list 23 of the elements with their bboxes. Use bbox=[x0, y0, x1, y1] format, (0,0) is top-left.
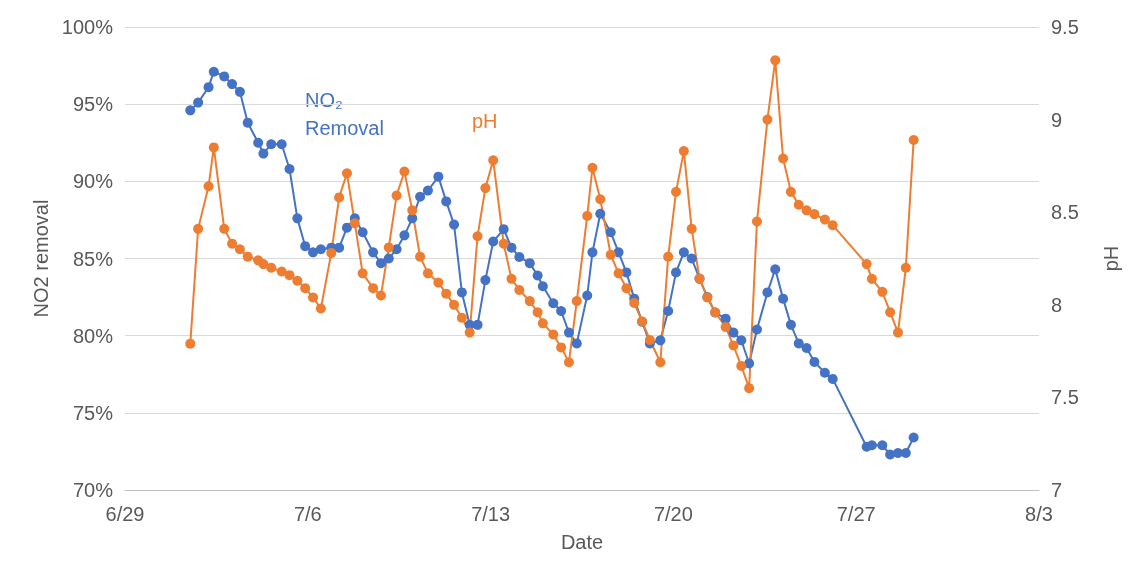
y-tick-label: 75% bbox=[72, 401, 114, 424]
x-tick-label: 6/29 bbox=[105, 503, 145, 525]
y-tick-label: 95% bbox=[72, 93, 114, 116]
y-tick-label: 100% bbox=[61, 16, 114, 38]
series-label: pH bbox=[472, 110, 498, 132]
y-axis-title: NO2 removal bbox=[29, 199, 52, 318]
y-tick-label: 70% bbox=[72, 479, 114, 501]
y2-tick-label: 8 bbox=[1051, 293, 1063, 316]
x-tick-label: 7/27 bbox=[836, 503, 876, 525]
y2-tick-label: 7 bbox=[1051, 479, 1063, 501]
y-tick-label: 90% bbox=[72, 170, 114, 193]
y2-tick-label: 9.5 bbox=[1051, 16, 1079, 38]
x-tick-label: 7/13 bbox=[471, 503, 511, 525]
y-tick-label: 85% bbox=[72, 247, 114, 270]
x-tick-label: 8/3 bbox=[1025, 503, 1053, 525]
y-tick-label: 80% bbox=[72, 324, 114, 347]
y2-tick-label: 8.5 bbox=[1051, 201, 1079, 224]
x-tick-label: 7/20 bbox=[653, 503, 693, 525]
x-tick-label: 7/6 bbox=[293, 503, 322, 525]
y2-tick-label: 9 bbox=[1051, 108, 1063, 131]
y2-axis-title: pH bbox=[1100, 245, 1122, 272]
x-axis-title: Date bbox=[560, 531, 604, 553]
y2-tick-label: 7.5 bbox=[1051, 386, 1079, 409]
